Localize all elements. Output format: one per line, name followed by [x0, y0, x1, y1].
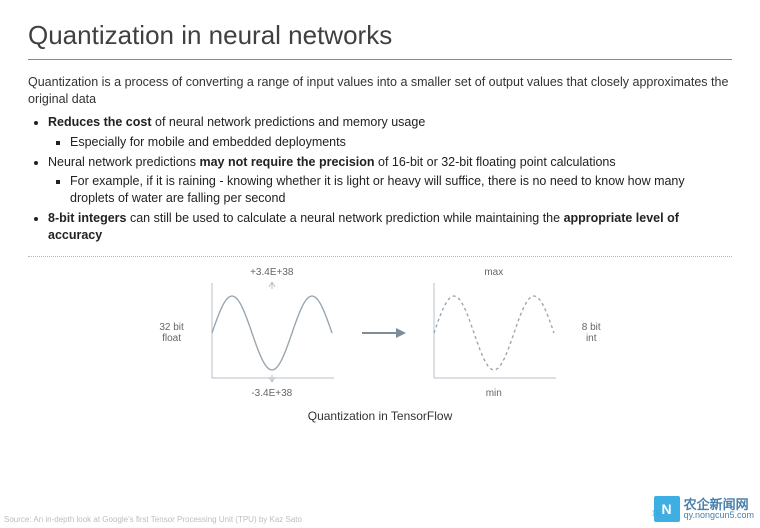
figure-container: 32 bit float +3.4E+38 -3.4E+38 max min 8…	[28, 267, 732, 423]
bullet-list: Reduces the cost of neural network predi…	[28, 114, 732, 244]
bullet-3: 8-bit integers can still be used to calc…	[48, 210, 732, 244]
left-panel: +3.4E+38 -3.4E+38	[202, 267, 342, 399]
watermark: N 农企新闻网 qy.nongcun5.com	[654, 496, 754, 522]
bullet-2-pre: Neural network predictions	[48, 155, 199, 169]
watermark-icon: N	[654, 496, 680, 522]
watermark-text: 农企新闻网 qy.nongcun5.com	[684, 498, 754, 520]
bullet-2-sub-list: For example, if it is raining - knowing …	[48, 173, 732, 207]
bullet-1-text: of neural network predictions and memory…	[152, 115, 426, 129]
left-top-label: +3.4E+38	[250, 267, 293, 278]
page-title: Quantization in neural networks	[28, 20, 732, 51]
right-bottom-label: min	[486, 388, 502, 399]
right-side-label: 8 bit int	[582, 322, 601, 344]
bullet-2: Neural network predictions may not requi…	[48, 154, 732, 208]
bullet-3-bold1: 8-bit integers	[48, 211, 127, 225]
figure-caption: Quantization in TensorFlow	[308, 409, 453, 423]
title-divider	[28, 59, 732, 60]
bullet-1-sub-list: Especially for mobile and embedded deplo…	[48, 134, 732, 151]
right-top-label: max	[484, 267, 503, 278]
right-wave-chart	[424, 278, 564, 388]
quantization-figure: 32 bit float +3.4E+38 -3.4E+38 max min 8…	[159, 267, 600, 399]
bullet-1-bold: Reduces the cost	[48, 115, 152, 129]
bullet-2-post: of 16-bit or 32-bit floating point calcu…	[375, 155, 616, 169]
right-panel: max min	[424, 267, 564, 399]
arrow-icon	[360, 323, 406, 343]
bullet-2-bold: may not require the precision	[199, 155, 374, 169]
dotted-divider	[28, 256, 732, 257]
left-side-label: 32 bit float	[159, 322, 183, 344]
left-wave-chart	[202, 278, 342, 388]
intro-text: Quantization is a process of converting …	[28, 74, 732, 108]
bullet-3-mid: can still be used to calculate a neural …	[127, 211, 564, 225]
bullet-1-sub: Especially for mobile and embedded deplo…	[70, 134, 732, 151]
source-credit: Source: An in-depth look at Google's fir…	[4, 515, 302, 524]
left-bottom-label: -3.4E+38	[251, 388, 292, 399]
bullet-2-sub: For example, if it is raining - knowing …	[70, 173, 732, 207]
bullet-1: Reduces the cost of neural network predi…	[48, 114, 732, 151]
slide: Quantization in neural networks Quantiza…	[0, 0, 760, 423]
watermark-sub: qy.nongcun5.com	[684, 511, 754, 520]
